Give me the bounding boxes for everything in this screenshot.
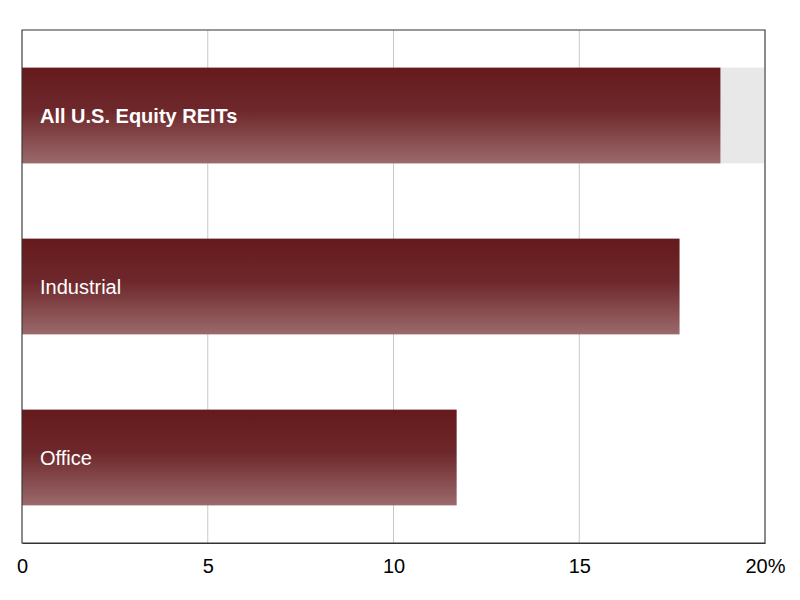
x-tick-label: 5 [203,555,214,577]
bar [22,410,457,506]
x-tick: 5 [203,543,214,577]
x-tick-label: 20% [745,555,785,577]
x-axis-line [23,543,766,544]
x-tick-label: 0 [17,555,28,577]
x-tick-label: 10 [383,555,405,577]
highlight-track [22,68,765,164]
chart-container: All U.S. Equity REITs Industrial Office 0 5 1… [0,0,800,600]
x-tick: 10 [383,543,405,577]
category-label: All U.S. Equity REITs [40,105,237,127]
bar [22,68,720,164]
grid [22,30,765,543]
x-axis: 0 5 10 15 20% [17,543,786,577]
x-tick: 20% [745,543,785,577]
category-labels: All U.S. Equity REITs Industrial Office [40,105,237,469]
chart-svg: All U.S. Equity REITs Industrial Office 0 5 1… [0,0,800,600]
plot-frame [22,30,765,543]
x-tick-label: 15 [569,555,591,577]
x-tick: 15 [569,543,591,577]
category-label: Industrial [40,276,121,298]
x-tick: 0 [17,543,28,577]
category-label: Office [40,447,92,469]
bars [22,68,765,506]
bar [22,239,680,335]
